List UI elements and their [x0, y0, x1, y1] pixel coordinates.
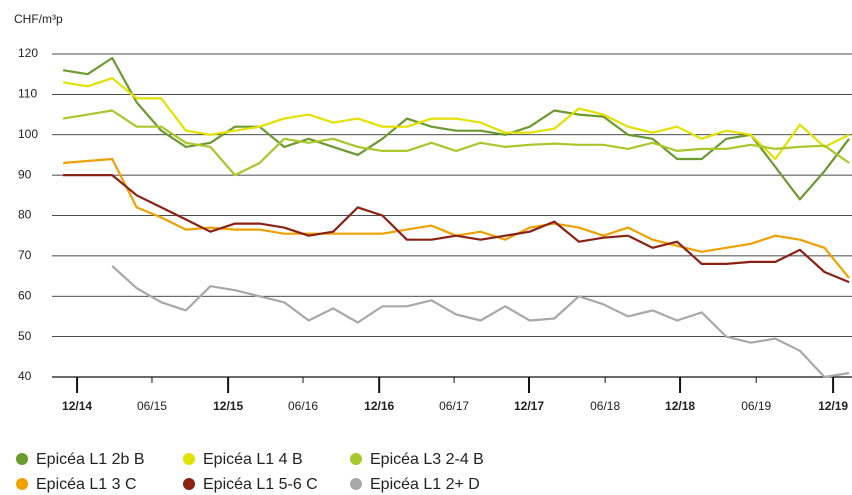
series-line: [62, 109, 850, 177]
y-tick-label: 70: [18, 248, 32, 262]
x-tick-label: 12/14: [62, 399, 92, 413]
x-tick-label: 06/18: [590, 399, 620, 413]
legend-marker: [183, 478, 195, 490]
y-axis-label: CHF/m³p: [14, 12, 63, 26]
y-tick-label: 80: [18, 208, 32, 222]
x-tick-label: 06/16: [288, 399, 318, 413]
y-tick-label: 60: [18, 288, 32, 302]
legend-label: Epicéa L1 5-6 C: [203, 476, 318, 493]
x-tick-label: 12/19: [818, 399, 848, 413]
legend-marker: [350, 453, 362, 465]
x-tick-label: 12/15: [213, 399, 243, 413]
x-tick-label: 12/17: [514, 399, 544, 413]
series-line: [63, 157, 850, 279]
legend-marker: [16, 478, 28, 490]
x-tick-label: 06/19: [741, 399, 771, 413]
legend-label: Epicéa L3 2-4 B: [370, 451, 484, 468]
series-line: [62, 56, 850, 201]
y-tick-label: 100: [18, 127, 38, 141]
x-tick-label: 06/17: [439, 399, 469, 413]
series-line: [63, 174, 850, 284]
legend-label: Epicéa L1 2b B: [36, 451, 145, 468]
y-tick-label: 40: [18, 369, 32, 383]
y-tick-label: 90: [18, 167, 32, 181]
series-line: [62, 77, 850, 161]
x-tick-label: 12/18: [665, 399, 695, 413]
legend-marker: [16, 453, 28, 465]
y-tick-label: 120: [18, 46, 38, 60]
legend-label: Epicéa L1 4 B: [203, 451, 303, 468]
legend-label: Epicéa L1 2+ D: [370, 476, 480, 493]
x-tick-label: 12/16: [364, 399, 394, 413]
y-tick-label: 110: [18, 87, 37, 101]
x-tick-label: 06/15: [137, 399, 167, 413]
legend-marker: [350, 478, 362, 490]
y-tick-label: 50: [18, 329, 32, 343]
legend-marker: [183, 453, 195, 465]
legend-label: Epicéa L1 3 C: [36, 476, 137, 493]
series-line: [111, 265, 850, 379]
